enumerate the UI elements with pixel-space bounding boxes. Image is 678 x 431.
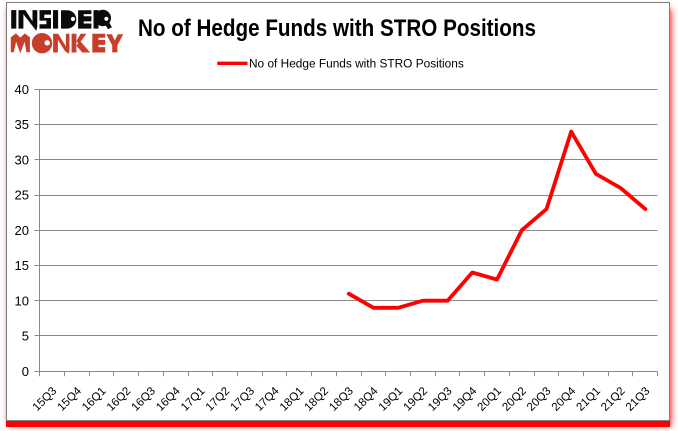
svg-text:16Q1: 16Q1 <box>79 385 108 414</box>
svg-text:25: 25 <box>15 188 29 203</box>
svg-text:18Q2: 18Q2 <box>302 385 331 414</box>
svg-text:20Q4: 20Q4 <box>549 384 579 414</box>
svg-text:17Q3: 17Q3 <box>228 385 257 414</box>
svg-text:16Q4: 16Q4 <box>154 384 184 414</box>
svg-text:21Q2: 21Q2 <box>598 385 627 414</box>
svg-text:35: 35 <box>15 117 29 132</box>
svg-text:16Q2: 16Q2 <box>104 385 133 414</box>
svg-text:40: 40 <box>15 82 29 97</box>
svg-text:20: 20 <box>15 223 29 238</box>
svg-text:No of Hedge Funds with STRO Po: No of Hedge Funds with STRO Positions <box>138 15 536 42</box>
svg-text:20Q2: 20Q2 <box>500 385 529 414</box>
svg-text:17Q2: 17Q2 <box>203 385 232 414</box>
svg-text:19Q3: 19Q3 <box>425 385 454 414</box>
svg-text:18Q3: 18Q3 <box>327 385 356 414</box>
svg-text:18Q4: 18Q4 <box>351 384 381 414</box>
svg-text:No of Hedge Funds with STRO Po: No of Hedge Funds with STRO Positions <box>249 58 464 70</box>
svg-text:18Q1: 18Q1 <box>277 385 306 414</box>
svg-text:5: 5 <box>22 329 29 344</box>
svg-text:19Q1: 19Q1 <box>376 385 405 414</box>
svg-text:19Q4: 19Q4 <box>450 384 480 414</box>
svg-text:21Q1: 21Q1 <box>574 385 603 414</box>
svg-text:17Q4: 17Q4 <box>252 384 282 414</box>
svg-text:21Q3: 21Q3 <box>623 385 652 414</box>
svg-text:15: 15 <box>15 258 29 273</box>
svg-text:20Q1: 20Q1 <box>475 385 504 414</box>
svg-text:16Q3: 16Q3 <box>129 385 158 414</box>
svg-text:10: 10 <box>15 293 29 308</box>
svg-text:19Q2: 19Q2 <box>401 385 430 414</box>
svg-text:15Q4: 15Q4 <box>55 384 85 414</box>
svg-text:0: 0 <box>22 364 29 379</box>
svg-text:20Q3: 20Q3 <box>524 385 553 414</box>
svg-text:30: 30 <box>15 152 29 167</box>
svg-text:17Q1: 17Q1 <box>178 385 207 414</box>
svg-text:15Q3: 15Q3 <box>30 385 59 414</box>
